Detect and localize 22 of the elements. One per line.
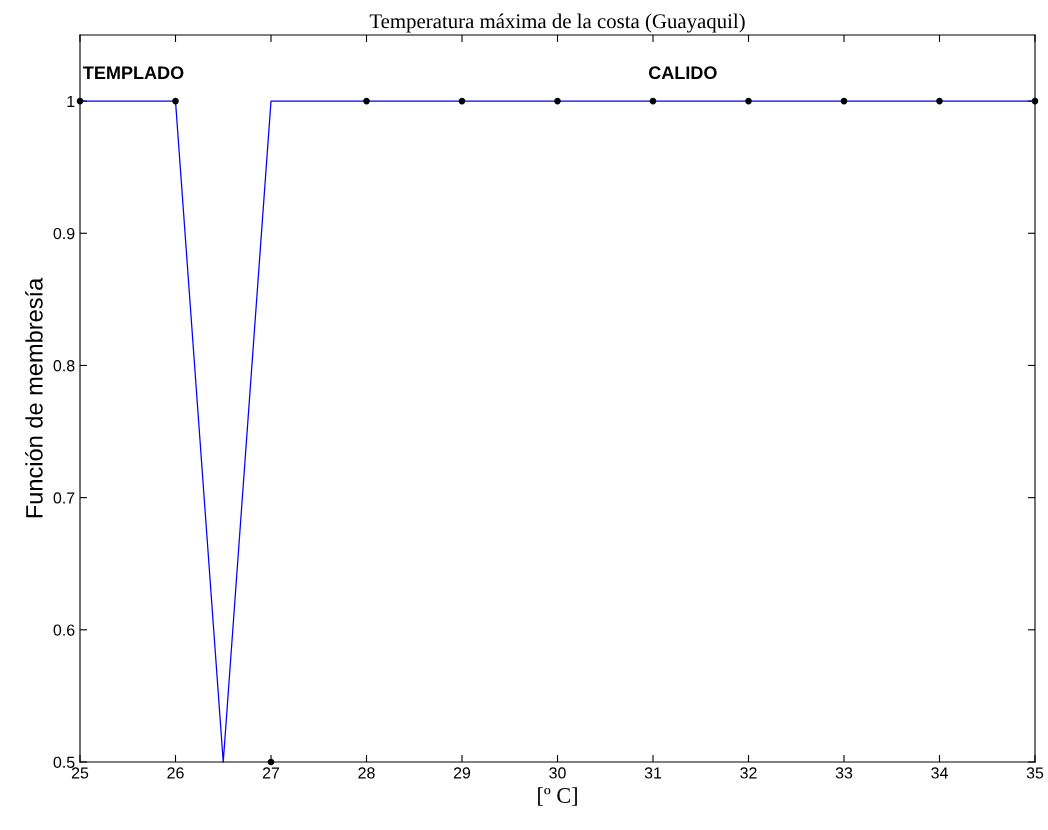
x-axis-title: [º C] (538, 787, 577, 806)
x-tick-label: 27 (262, 767, 280, 779)
annotation: TEMPLADO (83, 66, 184, 80)
x-tick-label: 34 (931, 767, 948, 779)
y-axis-title: Función de membresía (25, 277, 43, 518)
x-tick-label: 32 (740, 767, 757, 779)
y-tick-label: 0.9 (53, 227, 75, 240)
x-tick-label: 33 (835, 767, 853, 779)
y-tick-label: 0.5 (53, 756, 75, 768)
x-tick-label: 25 (71, 767, 89, 779)
x-tick-label: 26 (167, 767, 184, 779)
x-tick-label: 35 (1026, 767, 1044, 779)
x-tick-label: 28 (358, 767, 375, 779)
y-tick-label: 0.6 (53, 624, 75, 636)
annotation: CALIDO (648, 66, 717, 80)
y-tick-label: 0.7 (53, 492, 75, 504)
x-tick-label: 31 (644, 767, 662, 779)
y-tick-label: 0.8 (53, 360, 75, 372)
x-tick-label: 29 (453, 767, 471, 779)
x-tick-label: 30 (549, 767, 566, 779)
chart-title: Temperatura máxima de la costa (Guayaquil) (369, 13, 745, 33)
y-tick-label: 1 (67, 95, 75, 107)
